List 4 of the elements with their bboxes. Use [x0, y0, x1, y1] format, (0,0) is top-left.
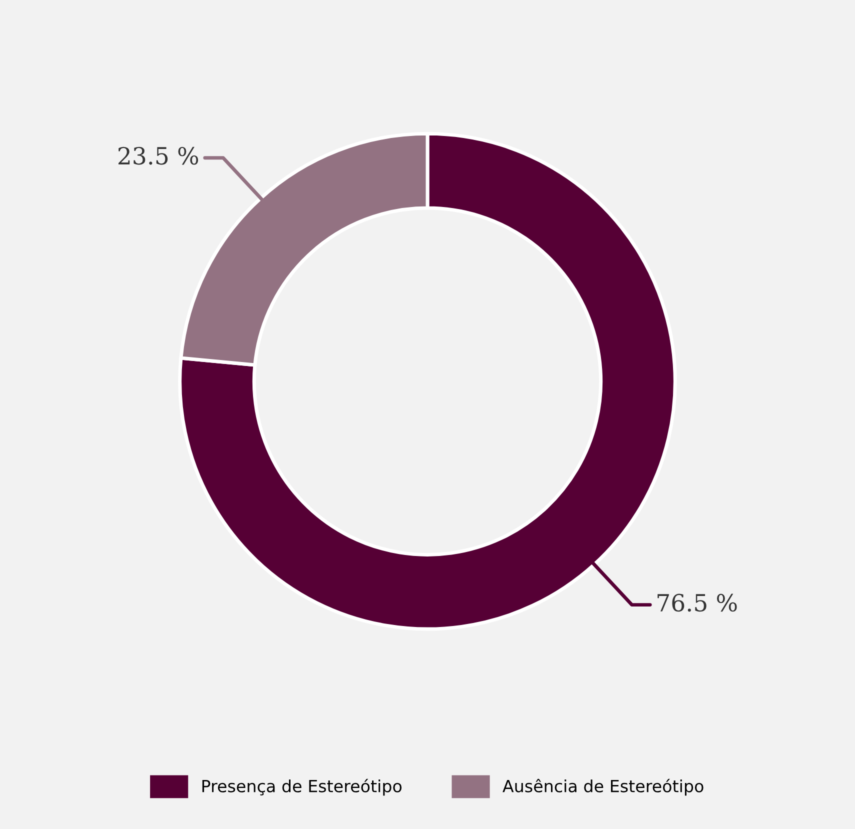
- data-label: 76.5 %: [658, 594, 737, 612]
- legend-label: Presença de Estereótipo: [202, 778, 402, 796]
- legend-label: Ausência de Estereótipo: [502, 778, 704, 796]
- data-label: 23.5 %: [118, 146, 198, 165]
